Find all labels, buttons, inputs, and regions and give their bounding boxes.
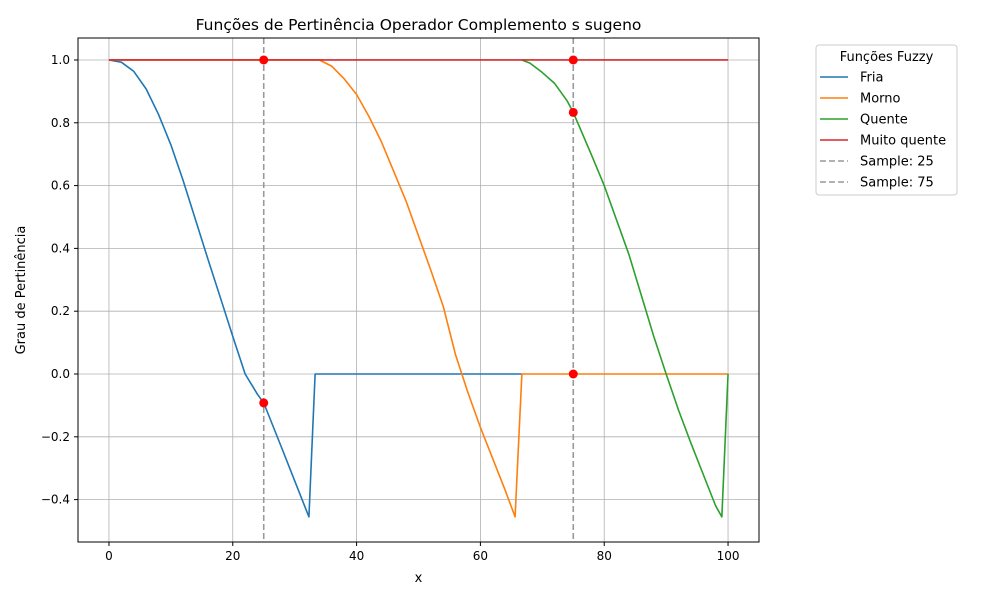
y-tick-label: 0.8: [51, 116, 70, 130]
x-tick-label: 80: [597, 549, 612, 563]
x-axis-ticks: 0 20 40 60 80 100: [105, 542, 739, 563]
legend-label: Quente: [860, 113, 908, 128]
sample-marker: [568, 107, 578, 117]
legend-label: Sample: 25: [860, 155, 934, 170]
legend-label: Fria: [860, 71, 883, 86]
series-lines: [108, 59, 729, 518]
legend-label: Sample: 75: [860, 176, 934, 191]
legend-box: [815, 44, 958, 196]
x-axis-label: x: [415, 571, 423, 586]
series-line: [521, 59, 729, 518]
sample-marker: [259, 55, 269, 65]
y-tick-label: −0.4: [41, 493, 70, 507]
y-tick-label: 0.2: [51, 304, 70, 318]
legend-label: Muito quente: [860, 134, 946, 149]
y-axis-label: Grau de Pertinência: [14, 226, 29, 355]
y-tick-label: 0.6: [51, 179, 70, 193]
legend-label: Morno: [860, 92, 901, 107]
y-tick-label: −0.2: [41, 430, 70, 444]
series-line: [108, 59, 729, 518]
sample-lines: [262, 38, 575, 542]
sample-marker: [259, 398, 269, 408]
legend: Funções Fuzzy Fria Morno Quente Muito quent…: [815, 44, 958, 196]
y-tick-label: 0.0: [51, 367, 70, 381]
y-tick-label: 0.4: [51, 241, 70, 255]
legend-title: Funções Fuzzy: [840, 50, 934, 65]
x-tick-label: 20: [225, 549, 240, 563]
legend-entries: Fria Morno Quente Muito quente Sample: 25 Sam…: [820, 71, 946, 191]
sample-marker: [568, 369, 578, 379]
sample-markers: [259, 55, 578, 408]
y-tick-label: 1.0: [51, 53, 70, 67]
plot-frame: [77, 37, 760, 543]
chart-title: Funções de Pertinência Operador Compleme…: [196, 16, 642, 34]
sample-marker: [568, 55, 578, 65]
series-line: [108, 59, 522, 518]
x-tick-label: 0: [105, 549, 113, 563]
x-tick-label: 60: [473, 549, 488, 563]
x-tick-label: 40: [349, 549, 364, 563]
y-axis-ticks: −0.4 −0.2 0.0 0.2 0.4 0.6 0.8 1.0: [41, 53, 78, 507]
x-tick-label: 100: [717, 549, 740, 563]
